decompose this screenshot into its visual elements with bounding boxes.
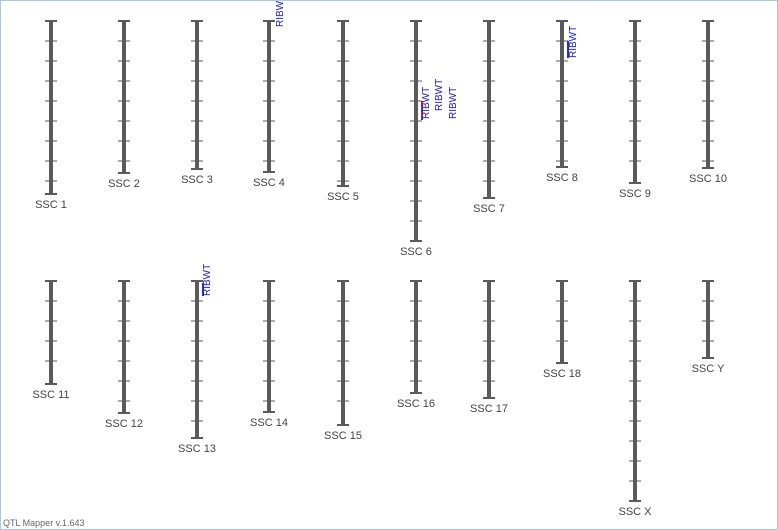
chromosome[interactable] [122, 21, 126, 173]
chromosome[interactable] [195, 21, 199, 169]
chromosome[interactable] [706, 281, 710, 358]
chromosome[interactable] [414, 21, 418, 241]
footer: QTL Mapper v.1.643 [3, 518, 85, 528]
chromosome[interactable] [49, 21, 53, 194]
chromosome-label: SSC 17 [470, 403, 508, 415]
chromosome[interactable] [560, 281, 564, 363]
chromosome-label: SSC 5 [327, 191, 359, 203]
chromosome-label: SSC 1 [35, 199, 67, 211]
chromosome-label: SSC 16 [397, 398, 435, 410]
chromosome[interactable] [122, 281, 126, 413]
chromosome[interactable] [195, 281, 199, 438]
qtl-label[interactable]: RIBWT [568, 26, 579, 58]
qtl-label[interactable]: RIBWT [275, 1, 286, 27]
chromosome-label: SSC X [618, 506, 652, 518]
chromosome[interactable] [49, 281, 53, 384]
qtl-label[interactable]: RIBWT [202, 264, 213, 296]
chromosome[interactable] [341, 281, 345, 425]
chromosome-label: SSC 18 [543, 368, 581, 380]
qtl-label[interactable]: RIBWT [421, 87, 432, 119]
chromosome[interactable] [633, 281, 637, 501]
chromosome-label: SSC 8 [546, 172, 578, 184]
chromosome[interactable] [267, 281, 271, 412]
chromosome[interactable] [414, 281, 418, 393]
chromosome[interactable] [487, 21, 491, 198]
chromosome-label: SSC 15 [324, 430, 362, 442]
chromosome-label: SSC 4 [253, 177, 285, 189]
chromosome-label: SSC 2 [108, 178, 140, 190]
chromosome[interactable] [633, 21, 637, 183]
chromosome[interactable] [560, 21, 564, 167]
chromosome-label: SSC 9 [619, 188, 651, 200]
chromosome-label: SSC 13 [178, 443, 216, 455]
chromosome[interactable] [487, 281, 491, 398]
chromosome-label: SSC Y [692, 363, 725, 375]
qtl-label[interactable]: RIBWT [448, 87, 459, 119]
chromosome[interactable] [706, 21, 710, 168]
qtl-label[interactable]: RIBWT [434, 79, 445, 111]
chromosome-label: SSC 3 [181, 174, 213, 186]
chromosome-label: SSC 7 [473, 203, 505, 215]
chromosome[interactable] [341, 21, 345, 186]
chromosome-label: SSC 12 [105, 418, 143, 430]
chromosome-label: SSC 10 [689, 173, 727, 185]
chromosome-label: SSC 6 [400, 246, 432, 258]
chromosome[interactable] [267, 21, 271, 172]
chromosome-label: SSC 11 [32, 389, 69, 401]
chromosome-label: SSC 14 [250, 417, 288, 429]
